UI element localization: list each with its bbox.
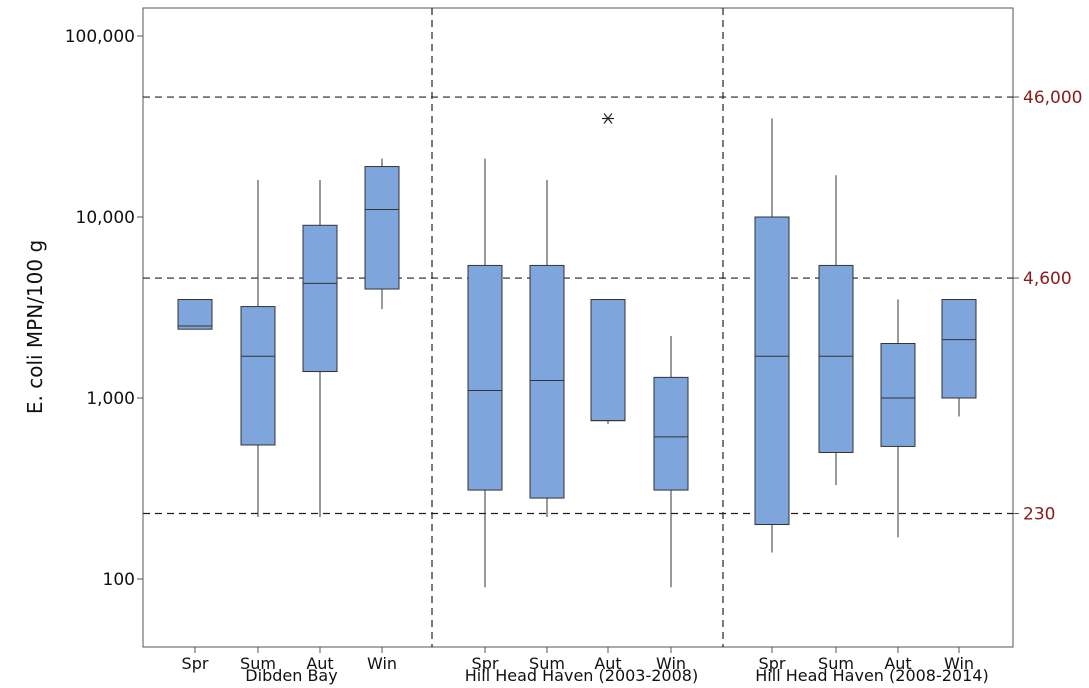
box-iqr [880,343,916,447]
box-iqr [177,299,213,330]
category-label: Sum [529,654,565,673]
y-tick-label: 10,000 [76,208,135,228]
box-spr [177,299,213,330]
category-label: Spr [472,654,499,673]
reference-label: 46,000 [1023,88,1082,108]
box-spr [467,158,503,588]
box-iqr [467,264,503,491]
box-aut [880,299,916,538]
outlier-stroke [603,113,613,124]
box-iqr [590,299,626,422]
box-iqr [941,299,977,399]
box-iqr [529,264,565,499]
group-label: Hill Head Haven (2003-2008) [465,666,698,685]
box-sum [818,175,854,486]
group-dividers [431,8,724,647]
box-iqr [818,264,854,453]
box-win [653,336,689,588]
group-label: Dibden Bay [245,666,337,685]
category-label: Aut [884,654,911,673]
plot-frame [142,7,1014,648]
reference-label: 230 [1023,505,1055,525]
category-label: Win [944,654,974,673]
y-axis-label: E. coli MPN/100 g [23,240,47,414]
category-label: Aut [306,654,333,673]
box-series [177,113,977,588]
box-iqr [364,166,400,290]
category-label: Win [656,654,686,673]
box-iqr [302,224,338,373]
box-win [941,299,977,417]
box-aut [302,180,338,518]
box-spr [754,118,790,553]
outlier-marker [602,113,614,124]
box-iqr [240,306,276,446]
category-label: Sum [818,654,854,673]
reference-label: 4,600 [1023,269,1072,289]
category-label: Aut [594,654,621,673]
category-label: Spr [182,654,209,673]
category-label: Sum [240,654,276,673]
box-iqr [653,376,689,491]
group-label: Hill Head Haven (2008-2014) [755,666,988,685]
box-aut [590,113,626,424]
y-axis: 100 1,000 10,000 100,000 [65,27,143,590]
box-iqr [754,216,790,526]
box-sum [240,180,276,518]
reference-lines: 46,000 4,600 230 [143,88,1082,525]
box-win [364,158,400,310]
y-tick-label: 1,000 [86,389,135,409]
box-sum [529,180,565,518]
category-label: Spr [759,654,786,673]
y-tick-label: 100 [103,570,135,590]
y-tick-label: 100,000 [65,27,135,47]
category-label: Win [367,654,397,673]
